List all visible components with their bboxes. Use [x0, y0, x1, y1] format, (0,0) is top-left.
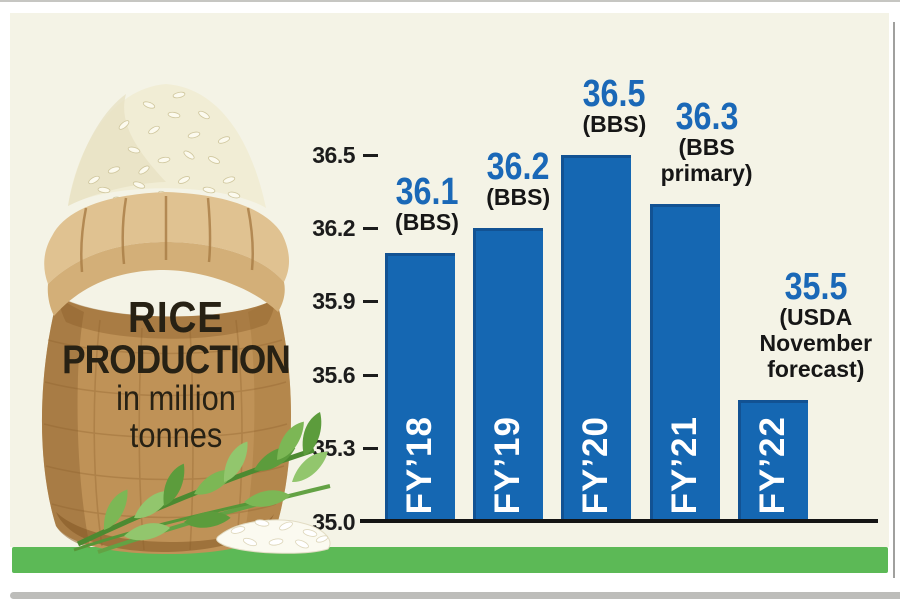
rice-pile	[68, 84, 266, 208]
bar-category-label: FY’21	[664, 415, 704, 514]
y-axis-tick: 36.2	[312, 214, 378, 242]
title-word-production: PRODUCTION	[62, 338, 291, 382]
bar-value-label: 36.1	[395, 170, 459, 213]
bottom-border-bar	[10, 592, 900, 599]
y-axis-tick: 35.6	[312, 361, 378, 389]
y-tick-label: 35.9	[312, 288, 355, 315]
grass-stalks	[73, 410, 335, 554]
spilled-rice-grains	[216, 519, 331, 554]
plot-area: FY’18 36.1 (BBS) FY’19 36.2 (BBS) FY’20 36.5 (BB…	[358, 75, 882, 522]
bar-annotation: 36.1 (BBS)	[342, 170, 512, 235]
rice-sack-illustration: RICE PRODUCTION in million tonnes	[14, 30, 344, 556]
bar-source-label: (BBS)	[486, 184, 551, 211]
title-unit-line1: in million	[116, 379, 236, 418]
bar-category-label: FY’19	[488, 415, 528, 514]
bar-annotation: 36.3 (BBS primary)	[622, 95, 792, 186]
y-tick-dash	[363, 373, 378, 377]
bar-source-label: (BBS	[678, 133, 735, 160]
title-word-rice: RICE	[127, 293, 225, 342]
top-border-line	[0, 0, 900, 2]
bar-fy20: FY’20	[561, 155, 632, 522]
y-tick-label: 36.2	[312, 214, 355, 241]
sack-body	[41, 296, 292, 554]
title-unit-line2: tonnes	[129, 416, 223, 455]
bar-category-label: FY’22	[752, 415, 792, 514]
bar-source-label: November	[759, 329, 873, 356]
bar-value-label: 36.5	[582, 73, 646, 115]
bar-fy18: FY’18	[385, 252, 455, 522]
y-tick-dash	[363, 153, 378, 157]
y-tick-dash	[363, 300, 378, 304]
bar-source-label: primary)	[660, 159, 753, 186]
y-tick-label: 35.6	[312, 361, 355, 388]
bar-source-label: forecast)	[767, 355, 865, 382]
bar-value-label: 36.2	[486, 146, 550, 189]
bar-annotation: 35.5 (USDA November forecast)	[731, 265, 900, 382]
y-axis: 36.5 36.2 35.9 35.6 35.3 35.0	[270, 142, 378, 535]
bar-value-label: 35.5	[784, 265, 848, 308]
rice-sack-icon	[41, 84, 335, 554]
y-tick-dash	[363, 226, 378, 230]
chart-title: RICE PRODUCTION in million tonnes	[56, 293, 295, 455]
x-axis-baseline	[360, 519, 878, 523]
y-tick-label: 36.5	[312, 141, 355, 168]
bar-category-label: FY’18	[400, 415, 439, 514]
bar-value-label: 36.3	[675, 95, 739, 138]
bar-source-label: (USDA	[779, 303, 853, 330]
bar-source-label: (BBS)	[395, 208, 459, 235]
bar-fy21: FY’21	[649, 203, 720, 522]
bar-annotation: 36.2 (BBS)	[433, 146, 603, 211]
y-axis-tick: 36.5	[312, 141, 378, 169]
bar-category-label: FY’20	[576, 415, 616, 514]
y-tick-dash	[363, 447, 378, 451]
bar-fy19: FY’19	[473, 228, 544, 522]
bar-annotation: 36.5 (BBS)	[529, 73, 699, 137]
cuff-creases	[79, 195, 255, 273]
right-border-line	[893, 22, 895, 578]
sack-cuff	[44, 192, 290, 316]
y-axis-tick: 35.9	[312, 288, 378, 316]
bar-source-label: (BBS)	[582, 111, 647, 137]
bar-fy22: FY’22	[737, 399, 808, 522]
